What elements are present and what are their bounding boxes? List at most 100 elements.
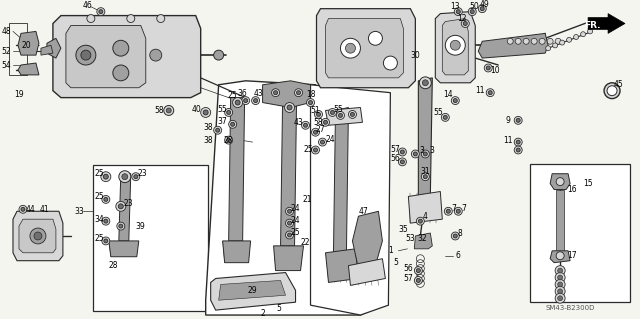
Text: 31: 31 [420, 167, 430, 176]
Circle shape [285, 103, 294, 112]
Polygon shape [280, 103, 296, 246]
Circle shape [555, 279, 565, 289]
Circle shape [414, 277, 422, 285]
Circle shape [235, 100, 240, 105]
Circle shape [556, 178, 564, 186]
Circle shape [244, 99, 248, 103]
Circle shape [484, 64, 492, 72]
Circle shape [580, 32, 586, 37]
Circle shape [314, 130, 317, 134]
Circle shape [214, 50, 223, 60]
Text: 30: 30 [410, 51, 420, 60]
Circle shape [228, 120, 237, 128]
Circle shape [453, 234, 458, 238]
Polygon shape [13, 211, 63, 261]
Circle shape [557, 296, 563, 301]
Circle shape [514, 138, 522, 146]
Text: 1: 1 [388, 246, 393, 255]
Polygon shape [119, 174, 131, 241]
Text: 45: 45 [613, 80, 623, 89]
Text: 36: 36 [237, 89, 248, 98]
Text: 52: 52 [1, 47, 11, 56]
Polygon shape [550, 174, 570, 189]
Circle shape [271, 89, 280, 97]
Text: 6: 6 [456, 251, 461, 260]
Text: 11: 11 [504, 136, 513, 145]
Circle shape [539, 38, 545, 44]
Circle shape [227, 138, 230, 142]
Text: 28: 28 [224, 136, 234, 145]
Circle shape [451, 40, 460, 50]
Text: 54: 54 [1, 61, 11, 70]
Circle shape [214, 126, 221, 134]
Text: 41: 41 [40, 205, 50, 214]
Circle shape [216, 128, 220, 132]
Circle shape [225, 108, 232, 116]
Circle shape [555, 38, 561, 44]
Circle shape [296, 91, 301, 95]
Polygon shape [66, 26, 146, 88]
Text: 20: 20 [21, 41, 31, 50]
Text: 44: 44 [26, 205, 36, 214]
Polygon shape [219, 280, 285, 300]
Text: 25: 25 [291, 227, 300, 236]
Polygon shape [408, 191, 442, 223]
Text: 34: 34 [94, 215, 104, 224]
Circle shape [531, 38, 537, 44]
Circle shape [552, 43, 557, 48]
Text: 57: 57 [403, 274, 413, 283]
Circle shape [150, 49, 162, 61]
Text: 10: 10 [490, 66, 500, 75]
Circle shape [103, 174, 108, 179]
Polygon shape [41, 45, 53, 55]
Circle shape [337, 111, 344, 119]
Circle shape [488, 91, 492, 95]
Text: 39: 39 [136, 222, 146, 231]
Polygon shape [442, 19, 468, 75]
Polygon shape [556, 189, 564, 251]
Circle shape [253, 99, 257, 103]
Circle shape [523, 38, 529, 44]
Circle shape [227, 110, 230, 115]
Circle shape [134, 175, 138, 179]
Text: 35: 35 [399, 225, 408, 234]
Polygon shape [588, 14, 625, 33]
Circle shape [588, 29, 593, 34]
Text: 25: 25 [94, 234, 104, 243]
Text: 28: 28 [108, 261, 118, 270]
Circle shape [423, 175, 428, 179]
Text: 46: 46 [83, 1, 93, 10]
Circle shape [323, 120, 328, 124]
Text: 13: 13 [451, 2, 460, 11]
Circle shape [339, 114, 342, 117]
Circle shape [446, 209, 451, 213]
Circle shape [557, 282, 563, 287]
Circle shape [607, 86, 617, 96]
Circle shape [328, 108, 337, 116]
Text: 33: 33 [74, 207, 84, 216]
Circle shape [287, 209, 292, 213]
Text: 48: 48 [1, 27, 11, 36]
Text: 5: 5 [393, 258, 398, 267]
Circle shape [203, 110, 208, 115]
Circle shape [252, 97, 260, 105]
Circle shape [401, 150, 404, 154]
Circle shape [417, 217, 424, 225]
Text: 15: 15 [583, 179, 593, 188]
Circle shape [456, 10, 460, 14]
Polygon shape [18, 31, 39, 55]
Circle shape [321, 140, 324, 144]
Text: 4: 4 [423, 212, 428, 221]
Circle shape [398, 148, 406, 156]
Polygon shape [228, 98, 244, 241]
Text: 21: 21 [303, 195, 312, 204]
Circle shape [21, 207, 25, 211]
Circle shape [419, 219, 422, 223]
Circle shape [555, 293, 565, 303]
Text: 55: 55 [333, 105, 343, 114]
Circle shape [412, 150, 419, 158]
Circle shape [463, 21, 467, 26]
Circle shape [515, 38, 521, 44]
Circle shape [81, 50, 91, 60]
Circle shape [34, 232, 42, 240]
